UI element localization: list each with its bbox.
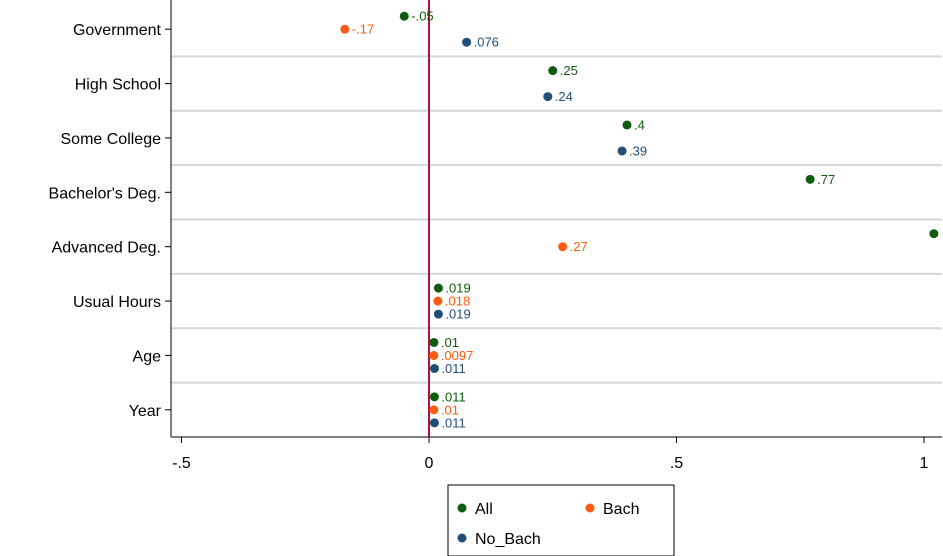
- point-no-bach-some-college: [617, 146, 627, 156]
- legend-box: [447, 484, 675, 556]
- category-label-year: Year: [129, 403, 162, 420]
- series-all: -.05 .25 .4 .77 .019 .01 .011: [399, 9, 939, 404]
- point-label-all-high-school: .25: [560, 63, 578, 78]
- category-label-high-school: High School: [75, 77, 161, 94]
- point-no-bach-government: [462, 37, 472, 47]
- point-label-no-bach-usual-hours: .019: [445, 307, 470, 322]
- x-tick-label: 1: [920, 455, 929, 472]
- legend-marker-no-bach: [457, 533, 467, 543]
- series-bach: -.17.27.018.0097.01: [340, 22, 588, 417]
- point-no-bach-high-school: [543, 92, 553, 102]
- legend-marker-all: [457, 503, 467, 513]
- category-label-age: Age: [133, 348, 162, 365]
- point-all-some-college: [622, 120, 632, 130]
- point-label-bach-age: .0097: [441, 348, 474, 363]
- legend-label-bach: Bach: [603, 501, 639, 518]
- point-label-all-government: -.05: [411, 9, 433, 24]
- x-tick-label: .5: [670, 455, 683, 472]
- point-bach-government: [340, 24, 350, 34]
- point-all-bachelor-s-deg: [805, 174, 815, 184]
- point-label-bach-year: .01: [441, 402, 459, 417]
- point-all-advanced-deg: [929, 229, 939, 239]
- point-no-bach-usual-hours: [433, 309, 443, 319]
- point-label-no-bach-year: .011: [441, 415, 465, 430]
- legend-label-no-bach: No_Bach: [475, 531, 541, 548]
- point-bach-usual-hours: [433, 296, 443, 306]
- category-label-bachelor-s-deg: Bachelor's Deg.: [49, 185, 161, 202]
- grid-lines: [171, 55, 942, 384]
- point-bach-year: [429, 405, 439, 415]
- point-bach-advanced-deg: [558, 242, 568, 252]
- point-no-bach-age: [429, 363, 439, 373]
- point-label-no-bach-high-school: .24: [555, 89, 573, 104]
- point-all-age: [429, 337, 439, 347]
- point-label-no-bach-government: .076: [474, 35, 499, 50]
- x-tick-label: 0: [425, 455, 434, 472]
- point-all-usual-hours: [433, 283, 443, 293]
- point-label-all-age: .01: [441, 335, 459, 350]
- x-tick-label: -.5: [172, 455, 191, 472]
- legend-label-all: All: [475, 501, 493, 518]
- point-label-all-some-college: .4: [634, 117, 645, 132]
- point-no-bach-year: [429, 418, 439, 428]
- point-label-bach-advanced-deg: .27: [570, 239, 588, 254]
- point-label-bach-government: -.17: [352, 22, 374, 37]
- point-all-government: [399, 11, 409, 21]
- legend-marker-bach: [585, 503, 595, 513]
- category-label-usual-hours: Usual Hours: [73, 294, 161, 311]
- point-label-bach-usual-hours: .018: [445, 294, 470, 309]
- point-label-all-bachelor-s-deg: .77: [817, 172, 835, 187]
- category-label-government: Government: [73, 22, 162, 39]
- plot-frame: [170, 0, 942, 438]
- point-label-no-bach-some-college: .39: [629, 143, 647, 158]
- point-label-all-year: .011: [441, 389, 465, 404]
- point-all-high-school: [548, 66, 558, 76]
- category-labels: Government High School Some College Bachelo…: [49, 22, 171, 420]
- legend: All Bach No_Bach: [447, 484, 675, 556]
- point-bach-age: [429, 350, 439, 360]
- x-axis: -.5 0 .5 1: [172, 437, 929, 472]
- point-label-no-bach-age: .011: [441, 361, 465, 376]
- category-label-advanced-deg: Advanced Deg.: [52, 240, 161, 257]
- point-all-year: [429, 392, 439, 402]
- series-no-bach: .076 .24 .39 .019 .011 .011: [429, 35, 647, 430]
- point-label-all-usual-hours: .019: [445, 281, 470, 296]
- data-points: -.05.25.4.77.019.01.011-.17.27.018.0097.…: [340, 9, 939, 430]
- category-label-some-college: Some College: [61, 131, 162, 148]
